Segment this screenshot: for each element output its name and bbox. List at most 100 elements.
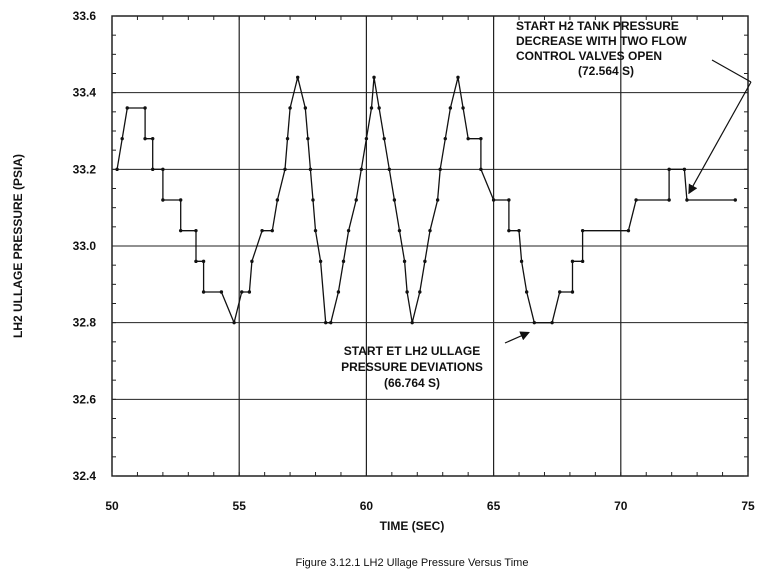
data-point (491, 198, 496, 202)
data-point (161, 198, 165, 202)
data-point (240, 290, 244, 294)
data-point (466, 136, 470, 141)
data-point (329, 320, 333, 325)
data-point (270, 228, 274, 233)
data-point (201, 259, 206, 264)
data-point (306, 136, 310, 141)
data-point (311, 198, 315, 202)
data-point (558, 290, 562, 294)
figure-caption: Figure 3.12.1 LH2 Ullage Pressure Versus… (296, 557, 529, 569)
y-tick-label: 33.0 (73, 239, 97, 253)
data-point (296, 75, 300, 80)
data-point (397, 228, 402, 233)
data-point (377, 106, 381, 110)
annotation-ullage-deviation: START ET LH2 ULLAGE PRESSURE DEVIATIONS (6… (341, 331, 530, 390)
data-point (151, 136, 155, 141)
annotation-h2-tank-line: DECREASE WITH TWO FLOW (516, 34, 687, 48)
data-point (456, 75, 460, 80)
data-point (461, 106, 465, 110)
data-point (120, 136, 124, 141)
data-point (402, 259, 407, 264)
data-point (479, 136, 483, 141)
data-point (275, 198, 280, 202)
x-axis-label: TIME (SEC) (380, 519, 445, 533)
data-point (392, 198, 397, 202)
data-point (250, 259, 254, 264)
data-point (580, 259, 585, 264)
x-tick-label: 55 (233, 499, 247, 513)
data-point (178, 228, 183, 233)
data-point (260, 228, 264, 233)
data-point (685, 198, 689, 202)
x-tick-label: 65 (487, 499, 501, 513)
data-point (201, 290, 206, 294)
data-point (626, 228, 631, 233)
data-point (288, 106, 292, 110)
data-point (443, 136, 447, 141)
data-point (143, 106, 147, 110)
data-point (313, 228, 318, 233)
data-point (283, 167, 287, 172)
data-point (634, 198, 638, 202)
data-point (219, 290, 224, 294)
y-axis-label: LH2 ULLAGE PRESSURE (PSIA) (11, 154, 25, 338)
data-point (435, 198, 440, 202)
data-point (346, 228, 351, 233)
data-point (410, 320, 414, 325)
data-point (151, 167, 155, 172)
data-point (570, 290, 575, 294)
data-point (682, 167, 687, 172)
y-tick-label: 33.4 (73, 86, 97, 100)
y-tick-label: 32.4 (73, 469, 97, 483)
data-point (247, 290, 252, 294)
data-point (507, 228, 511, 233)
data-point (532, 320, 537, 325)
annotation-arrow (504, 331, 530, 344)
annotation-leader-line (711, 59, 752, 83)
data-point (517, 228, 521, 233)
data-point (507, 198, 511, 202)
data-point (354, 198, 358, 202)
y-tick-label: 32.8 (73, 316, 97, 330)
data-point (667, 167, 671, 172)
data-point (323, 320, 328, 325)
data-point (341, 259, 346, 264)
data-point (524, 290, 529, 294)
data-point (359, 167, 364, 172)
data-point (667, 198, 671, 202)
data-point (125, 106, 129, 110)
data-point (143, 136, 147, 141)
data-point (178, 198, 183, 202)
series-line (116, 76, 736, 324)
data-point (479, 167, 483, 172)
annotation-arrow (688, 81, 752, 195)
y-tick-label: 32.6 (73, 392, 97, 406)
data-point (550, 320, 554, 325)
data-point (438, 167, 442, 172)
annotation-ullage-line: START ET LH2 ULLAGE (344, 344, 480, 358)
x-tick-label: 60 (360, 499, 374, 513)
y-tick-label: 33.6 (73, 9, 97, 23)
data-point (387, 167, 391, 172)
x-tick-label: 75 (741, 499, 755, 513)
data-point (369, 106, 374, 110)
data-point (303, 106, 308, 110)
data-point (318, 259, 323, 264)
data-point (418, 290, 422, 294)
data-point (336, 290, 341, 294)
data-point (428, 228, 432, 233)
data-point (423, 259, 427, 264)
data-point (308, 167, 313, 172)
data-point (232, 320, 236, 325)
data-point (372, 75, 376, 80)
annotation-ullage-line: (66.764 S) (384, 376, 440, 390)
data-point (519, 259, 524, 264)
data-point (194, 228, 198, 233)
data-point (733, 198, 737, 202)
grid-lines (112, 16, 748, 476)
axis-ticks: 50 55 60 65 70 75 32.4 32.6 32.8 33.0 33.2 33.4 33.6 (73, 9, 755, 513)
